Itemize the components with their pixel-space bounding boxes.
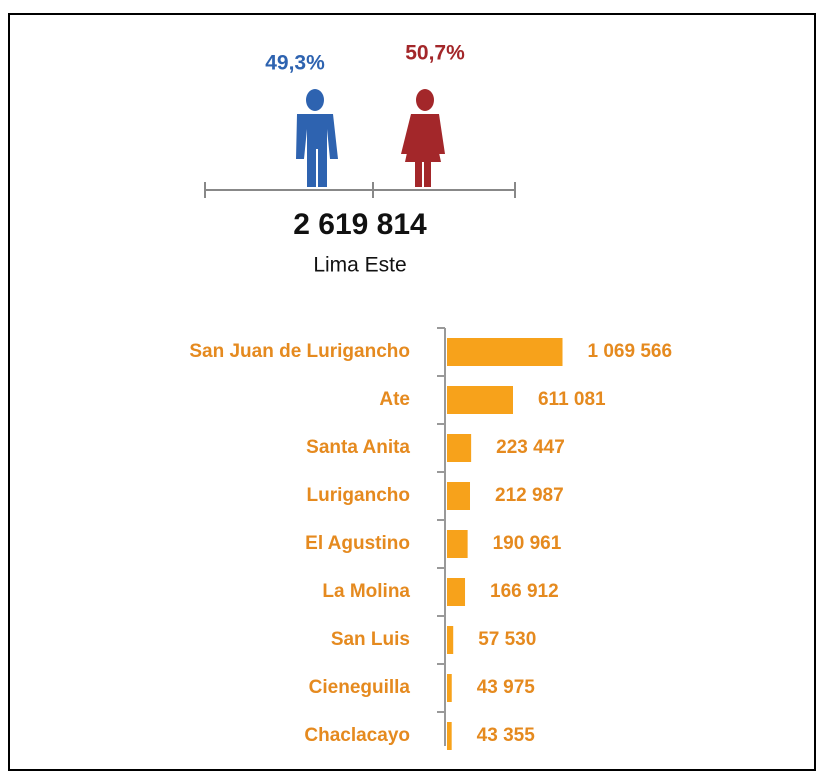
value-label: 43 975	[477, 677, 536, 698]
value-label: 166 912	[490, 581, 559, 602]
bar	[447, 722, 452, 750]
bar	[447, 578, 466, 606]
category-label: Ate	[379, 389, 410, 410]
bar	[447, 626, 454, 654]
bar	[447, 434, 472, 462]
bracket	[204, 182, 516, 198]
value-label: 212 987	[495, 485, 564, 506]
value-label: 57 530	[478, 629, 536, 650]
value-label: 43 355	[477, 725, 536, 746]
category-label: La Molina	[322, 581, 410, 602]
figure	[401, 89, 445, 187]
category-label: San Luis	[331, 629, 410, 650]
value-label: 611 081	[538, 389, 606, 410]
figure	[296, 89, 338, 187]
bar	[447, 530, 468, 558]
bar	[447, 338, 563, 366]
category-label: El Agustino	[305, 533, 410, 554]
percent-label: 50,7%	[405, 42, 465, 65]
bar	[447, 674, 452, 702]
category-label: San Juan de Lurigancho	[189, 341, 410, 362]
percent-label: 49,3%	[265, 52, 325, 75]
subtitle: Lima Este	[313, 254, 406, 277]
category-label: Lurigancho	[307, 485, 410, 506]
bar	[447, 482, 471, 510]
value-label: 190 961	[493, 533, 562, 554]
value-label: 1 069 566	[588, 341, 673, 362]
category-label: Santa Anita	[306, 437, 410, 458]
total: 2 619 814	[293, 208, 427, 241]
bar	[447, 386, 513, 414]
frame	[8, 13, 816, 771]
category-label: Cieneguilla	[309, 677, 411, 698]
category-label: Chaclacayo	[304, 725, 410, 746]
value-label: 223 447	[496, 437, 565, 458]
